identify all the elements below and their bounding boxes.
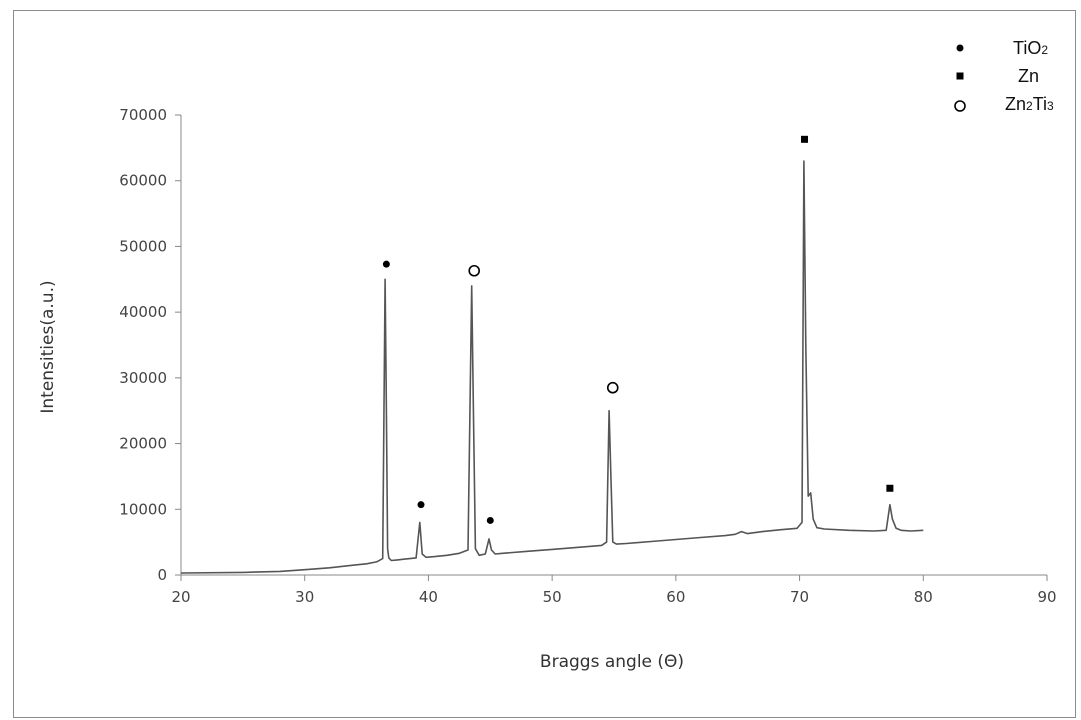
- legend-marker: [956, 44, 964, 52]
- x-tick-label: 90: [1037, 588, 1056, 606]
- x-tick-label: 30: [295, 588, 314, 606]
- tio2-peak-marker: [382, 260, 390, 268]
- x-tick-label: 60: [666, 588, 685, 606]
- x-tick-label: 50: [543, 588, 562, 606]
- x-axis-title: Braggs angle (Θ): [540, 652, 684, 672]
- y-tick-label: 60000: [119, 172, 167, 190]
- series-group: [180, 160, 924, 574]
- x-tick-label: 80: [914, 588, 933, 606]
- y-axis-title: Intensities(a.u.): [38, 280, 58, 413]
- xrd-pattern-line: [180, 160, 924, 574]
- legend-marker: [954, 100, 966, 112]
- y-tick-label: 40000: [119, 303, 167, 321]
- x-tick-label: 70: [790, 588, 809, 606]
- y-tick-label: 10000: [119, 500, 167, 518]
- legend-label: Zn2Ti3: [1005, 94, 1054, 114]
- zn-peak-marker: [801, 135, 809, 143]
- x-tick-label: 20: [171, 588, 190, 606]
- chart-frame: [13, 10, 1076, 718]
- tio2-peak-marker: [417, 501, 425, 509]
- y-tick-label: 20000: [119, 435, 167, 453]
- legend-label: Zn: [1018, 66, 1039, 86]
- axes: [175, 114, 1048, 581]
- y-tick-label: 0: [157, 566, 167, 584]
- legend-label: TiO2: [1013, 38, 1048, 58]
- y-tick-label: 30000: [119, 369, 167, 387]
- y-tick-label: 70000: [119, 106, 167, 124]
- legend: TiO2 Zn Zn2Ti3: [954, 38, 1054, 114]
- x-tick-label: 40: [419, 588, 438, 606]
- tio2-peak-marker: [486, 516, 494, 524]
- zn2ti3-peak-marker: [606, 381, 619, 394]
- zn-peak-marker: [886, 484, 894, 492]
- zn2ti3-peak-marker: [468, 264, 481, 277]
- x-tick-labels: 20 30 40 50 60 70 80 90: [171, 588, 1056, 606]
- peak-markers: [382, 135, 894, 524]
- y-tick-labels: 0 10000 20000 30000 40000 50000 60000 70000: [119, 106, 167, 584]
- y-tick-label: 50000: [119, 237, 167, 255]
- legend-marker: [956, 72, 964, 80]
